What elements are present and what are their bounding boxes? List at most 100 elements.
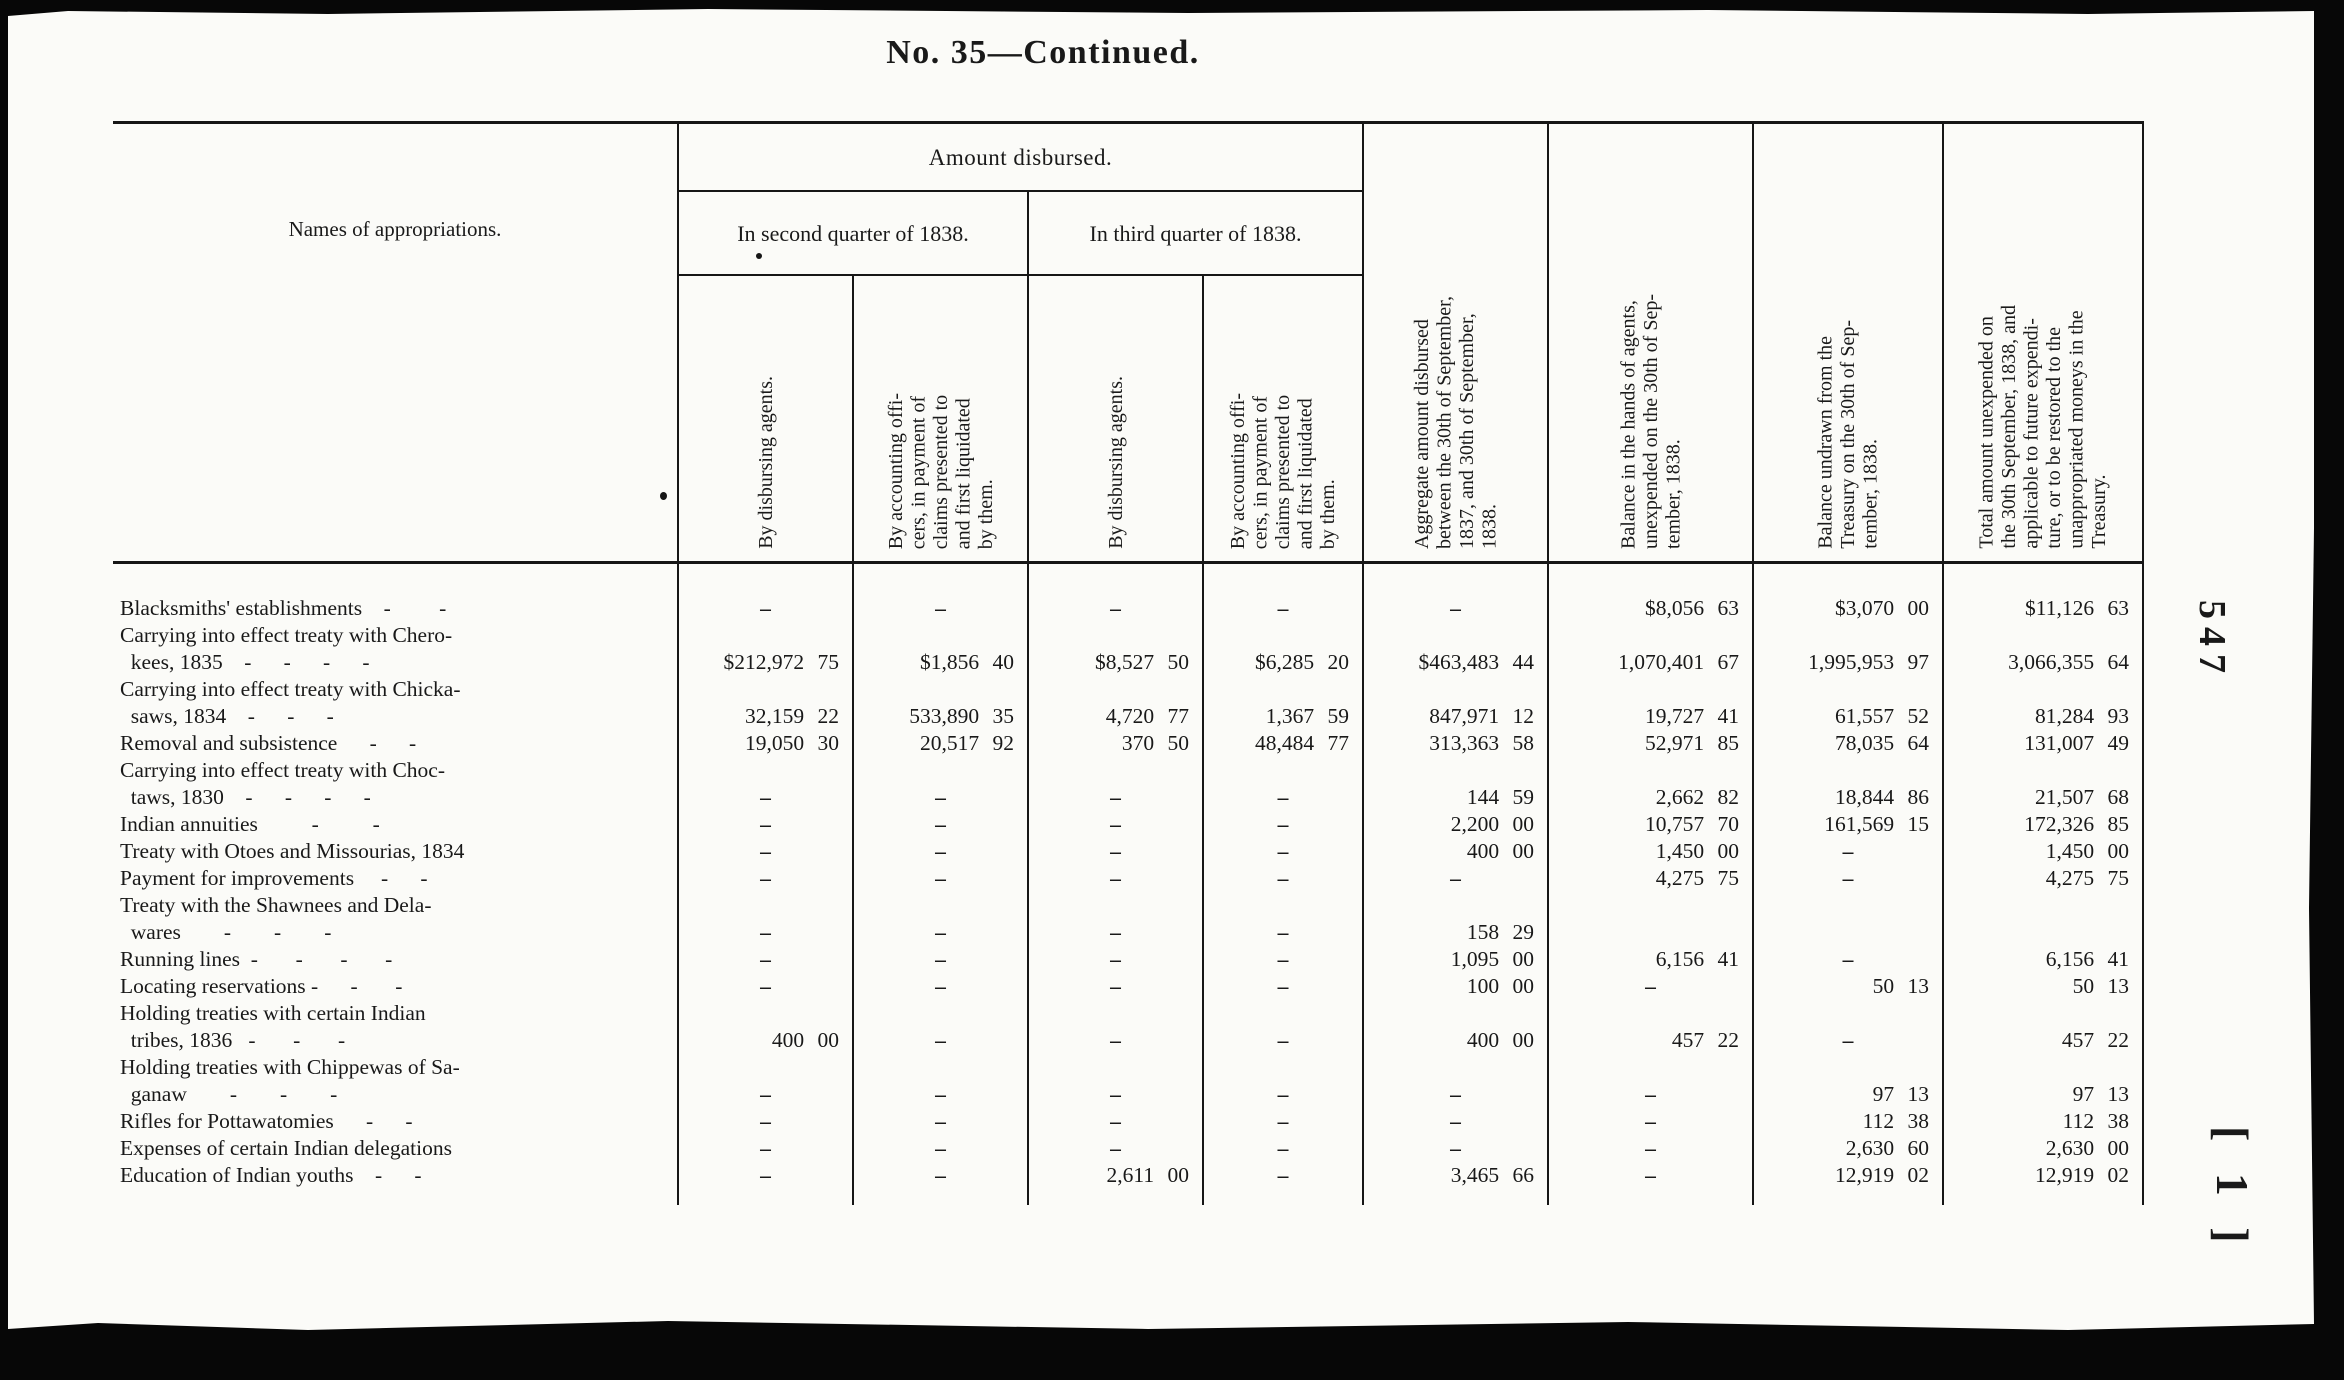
value-cell-total: 172,326 85 bbox=[1942, 811, 2144, 838]
value-cell-total: 4,275 75 bbox=[1942, 865, 2144, 892]
value-cell-q3_agents: – bbox=[1027, 973, 1203, 1000]
value-cell-aggregate: – bbox=[1362, 865, 1548, 892]
appropriation-name: Running lines - - - - bbox=[120, 947, 393, 971]
value-cell-bal_agents bbox=[1547, 892, 1753, 946]
value-cell-bal_agents: $8,056 63 bbox=[1547, 562, 1753, 622]
col-header-aggregate: Aggregate amount disbursed between the 3… bbox=[1362, 122, 1548, 564]
table-row: Removal and subsistence - - 19,050 30 20,5… bbox=[113, 730, 2144, 757]
value-cell-bal_agents: 2,662 82 bbox=[1547, 757, 1753, 811]
value-cell-q3_accounting: – bbox=[1202, 1000, 1363, 1054]
value-cell-q3_agents: – bbox=[1027, 838, 1203, 865]
table-row: Holding treaties with Chippewas of Sa- g… bbox=[113, 1054, 2144, 1108]
value-cell-q2_accounting: – bbox=[852, 892, 1028, 946]
value-cell-bal_treasury: – bbox=[1752, 865, 1943, 892]
appropriation-name: Removal and subsistence - - bbox=[120, 731, 417, 755]
table-body: Blacksmiths' establishments - - – – – – – $8,0… bbox=[113, 562, 2144, 1205]
page-title: No. 35—Continued. bbox=[886, 34, 1200, 71]
appropriation-name: Locating reservations - - - bbox=[120, 974, 403, 998]
value-cell-total: 6,156 41 bbox=[1942, 946, 2144, 973]
value-cell-q2_agents: $212,972 75 bbox=[677, 622, 853, 676]
value-cell-q2_accounting: – bbox=[852, 757, 1028, 811]
value-cell-q3_agents: $8,527 50 bbox=[1027, 622, 1203, 676]
value-cell-q3_accounting: $6,285 20 bbox=[1202, 622, 1363, 676]
value-cell-bal_agents: – bbox=[1547, 1108, 1753, 1135]
value-cell-bal_treasury: $3,070 00 bbox=[1752, 562, 1943, 622]
col-header-q2-accounting-officers: By accounting offi- cers, in payment of … bbox=[852, 275, 1028, 564]
col-header-q3-accounting-officers: By accounting offi- cers, in payment of … bbox=[1202, 275, 1363, 564]
value-cell-bal_agents: 4,275 75 bbox=[1547, 865, 1753, 892]
value-cell-q2_agents: – bbox=[677, 811, 853, 838]
scanned-page: No. 35—Continued. Names of appropriation… bbox=[8, 9, 2314, 1330]
appropriation-name: Indian annuities - - bbox=[120, 812, 380, 836]
value-cell-bal_agents: – bbox=[1547, 1054, 1753, 1108]
value-cell-bal_treasury: 112 38 bbox=[1752, 1108, 1943, 1135]
value-cell-q2_agents: – bbox=[677, 1162, 853, 1205]
value-cell-q2_agents: – bbox=[677, 838, 853, 865]
value-cell-q3_accounting: 48,484 77 bbox=[1202, 730, 1363, 757]
value-cell-q2_accounting: – bbox=[852, 973, 1028, 1000]
value-cell-q3_agents: – bbox=[1027, 757, 1203, 811]
value-cell-q3_accounting: – bbox=[1202, 1135, 1363, 1162]
appropriation-name: Education of Indian youths - - bbox=[120, 1163, 422, 1187]
value-cell-q2_agents: – bbox=[677, 757, 853, 811]
value-cell-q3_accounting: – bbox=[1202, 562, 1363, 622]
value-cell-bal_agents: 10,757 70 bbox=[1547, 811, 1753, 838]
value-cell-bal_agents: 52,971 85 bbox=[1547, 730, 1753, 757]
value-cell-bal_agents: 19,727 41 bbox=[1547, 676, 1753, 730]
col-header-names: Names of appropriations. bbox=[113, 122, 679, 564]
value-cell-aggregate: 3,465 66 bbox=[1362, 1162, 1548, 1205]
value-cell-q2_agents: 32,159 22 bbox=[677, 676, 853, 730]
table-row: Blacksmiths' establishments - - – – – – – $8,0… bbox=[113, 562, 2144, 622]
value-cell-aggregate: 400 00 bbox=[1362, 1000, 1548, 1054]
col-header-q2-disbursing-agents: By disbursing agents. bbox=[677, 275, 853, 564]
value-cell-bal_agents: 6,156 41 bbox=[1547, 946, 1753, 973]
value-cell-bal_agents: – bbox=[1547, 1135, 1753, 1162]
value-cell-bal_treasury: 161,569 15 bbox=[1752, 811, 1943, 838]
value-cell-aggregate: 313,363 58 bbox=[1362, 730, 1548, 757]
value-cell-q2_accounting: 533,890 35 bbox=[852, 676, 1028, 730]
value-cell-q3_accounting: – bbox=[1202, 811, 1363, 838]
value-cell-q3_accounting: – bbox=[1202, 1108, 1363, 1135]
value-cell-bal_agents: – bbox=[1547, 1162, 1753, 1205]
col-header-third-quarter: In third quarter of 1838. bbox=[1028, 191, 1364, 276]
table-row: Indian annuities - - – – – –2,200 00 10,757 7… bbox=[113, 811, 2144, 838]
value-cell-q2_accounting: – bbox=[852, 865, 1028, 892]
table-row: Running lines - - - - – – – –1,095 00 6,156 4… bbox=[113, 946, 2144, 973]
value-cell-aggregate: 2,200 00 bbox=[1362, 811, 1548, 838]
value-cell-bal_treasury: 2,630 60 bbox=[1752, 1135, 1943, 1162]
value-cell-bal_treasury: 12,919 02 bbox=[1752, 1162, 1943, 1205]
value-cell-q2_agents: – bbox=[677, 1108, 853, 1135]
table-row: Rifles for Pottawatomies - - – – – – – –112 38… bbox=[113, 1108, 2144, 1135]
value-cell-q3_accounting: – bbox=[1202, 973, 1363, 1000]
table-row: Holding treaties with certain Indian tri… bbox=[113, 1000, 2144, 1054]
value-cell-q3_agents: – bbox=[1027, 946, 1203, 973]
value-cell-q2_accounting: – bbox=[852, 1000, 1028, 1054]
value-cell-q2_accounting: 20,517 92 bbox=[852, 730, 1028, 757]
appropriation-name: Holding treaties with Chippewas of Sa- g… bbox=[120, 1055, 460, 1106]
col-header-second-quarter: In second quarter of 1838. bbox=[677, 191, 1029, 276]
value-cell-q3_agents: – bbox=[1027, 562, 1203, 622]
value-cell-aggregate: – bbox=[1362, 1054, 1548, 1108]
table-row: Carrying into effect treaty with Chero- … bbox=[113, 622, 2144, 676]
value-cell-q3_agents: – bbox=[1027, 892, 1203, 946]
value-cell-bal_treasury: 97 13 bbox=[1752, 1054, 1943, 1108]
value-cell-aggregate: 158 29 bbox=[1362, 892, 1548, 946]
value-cell-total: 50 13 bbox=[1942, 973, 2144, 1000]
value-cell-q2_agents: – bbox=[677, 1054, 853, 1108]
value-cell-bal_treasury: 78,035 64 bbox=[1752, 730, 1943, 757]
table-row: Locating reservations - - - – – – –100 00–50… bbox=[113, 973, 2144, 1000]
value-cell-q3_agents: – bbox=[1027, 1108, 1203, 1135]
value-cell-q3_agents: – bbox=[1027, 1054, 1203, 1108]
appropriation-name: Treaty with Otoes and Missourias, 1834 bbox=[120, 839, 465, 863]
value-cell-bal_treasury: 18,844 86 bbox=[1752, 757, 1943, 811]
appropriation-name: Treaty with the Shawnees and Dela- wares… bbox=[120, 893, 432, 944]
value-cell-total bbox=[1942, 892, 2144, 946]
col-header-q3-disbursing-agents: By disbursing agents. bbox=[1027, 275, 1203, 564]
value-cell-q2_agents: – bbox=[677, 865, 853, 892]
value-cell-aggregate: 847,971 12 bbox=[1362, 676, 1548, 730]
value-cell-q2_agents: – bbox=[677, 562, 853, 622]
value-cell-q3_accounting: – bbox=[1202, 838, 1363, 865]
value-cell-q3_agents: 370 50 bbox=[1027, 730, 1203, 757]
value-cell-q2_accounting: – bbox=[852, 1054, 1028, 1108]
value-cell-total: 1,450 00 bbox=[1942, 838, 2144, 865]
